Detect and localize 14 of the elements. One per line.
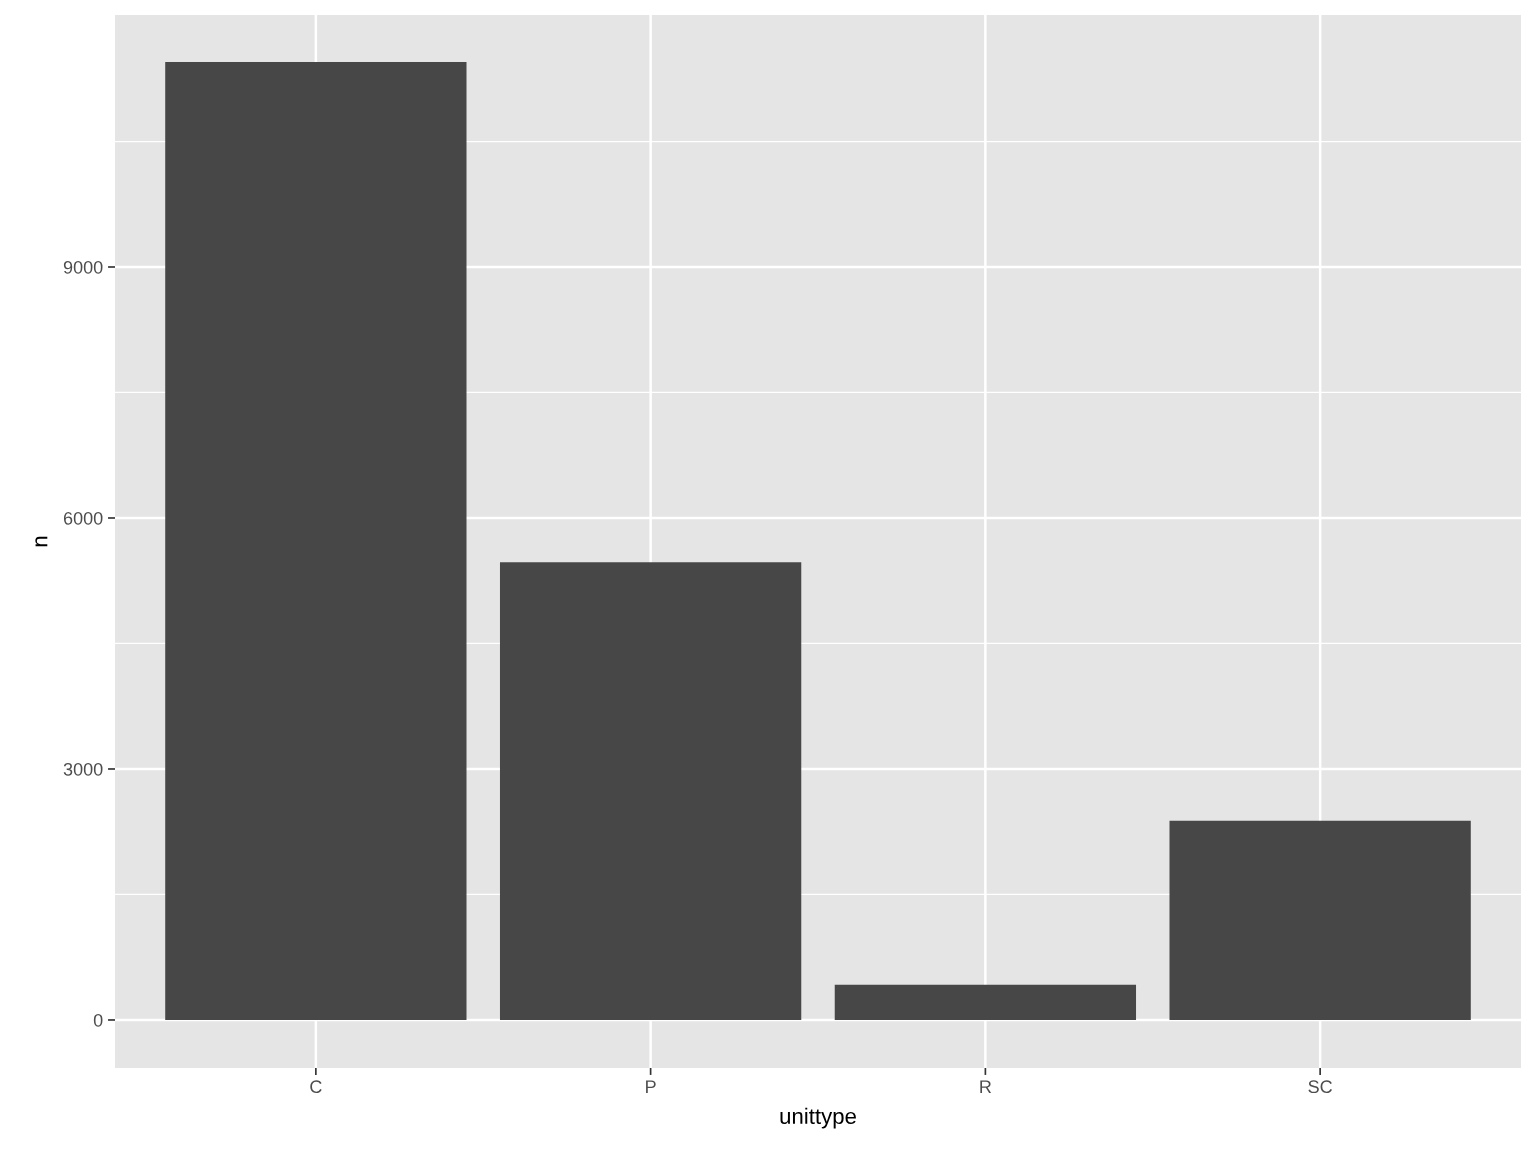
y-tick-label: 0 [93, 1013, 103, 1027]
x-tick-label: SC [1308, 1080, 1332, 1094]
x-axis-title: unittype [780, 1107, 856, 1129]
y-tick-label: 9000 [63, 260, 103, 274]
bar [165, 62, 467, 1020]
x-tick-label: R [980, 1080, 992, 1093]
y-tick-label: 3000 [63, 762, 103, 776]
bar [499, 562, 802, 1020]
bar [834, 984, 1137, 1020]
y-tick-label: 6000 [63, 511, 103, 525]
y-axis-title: n [35, 536, 48, 547]
x-tick-label: C [310, 1080, 322, 1094]
bar [1169, 820, 1471, 1020]
x-tick-label: P [646, 1080, 656, 1093]
